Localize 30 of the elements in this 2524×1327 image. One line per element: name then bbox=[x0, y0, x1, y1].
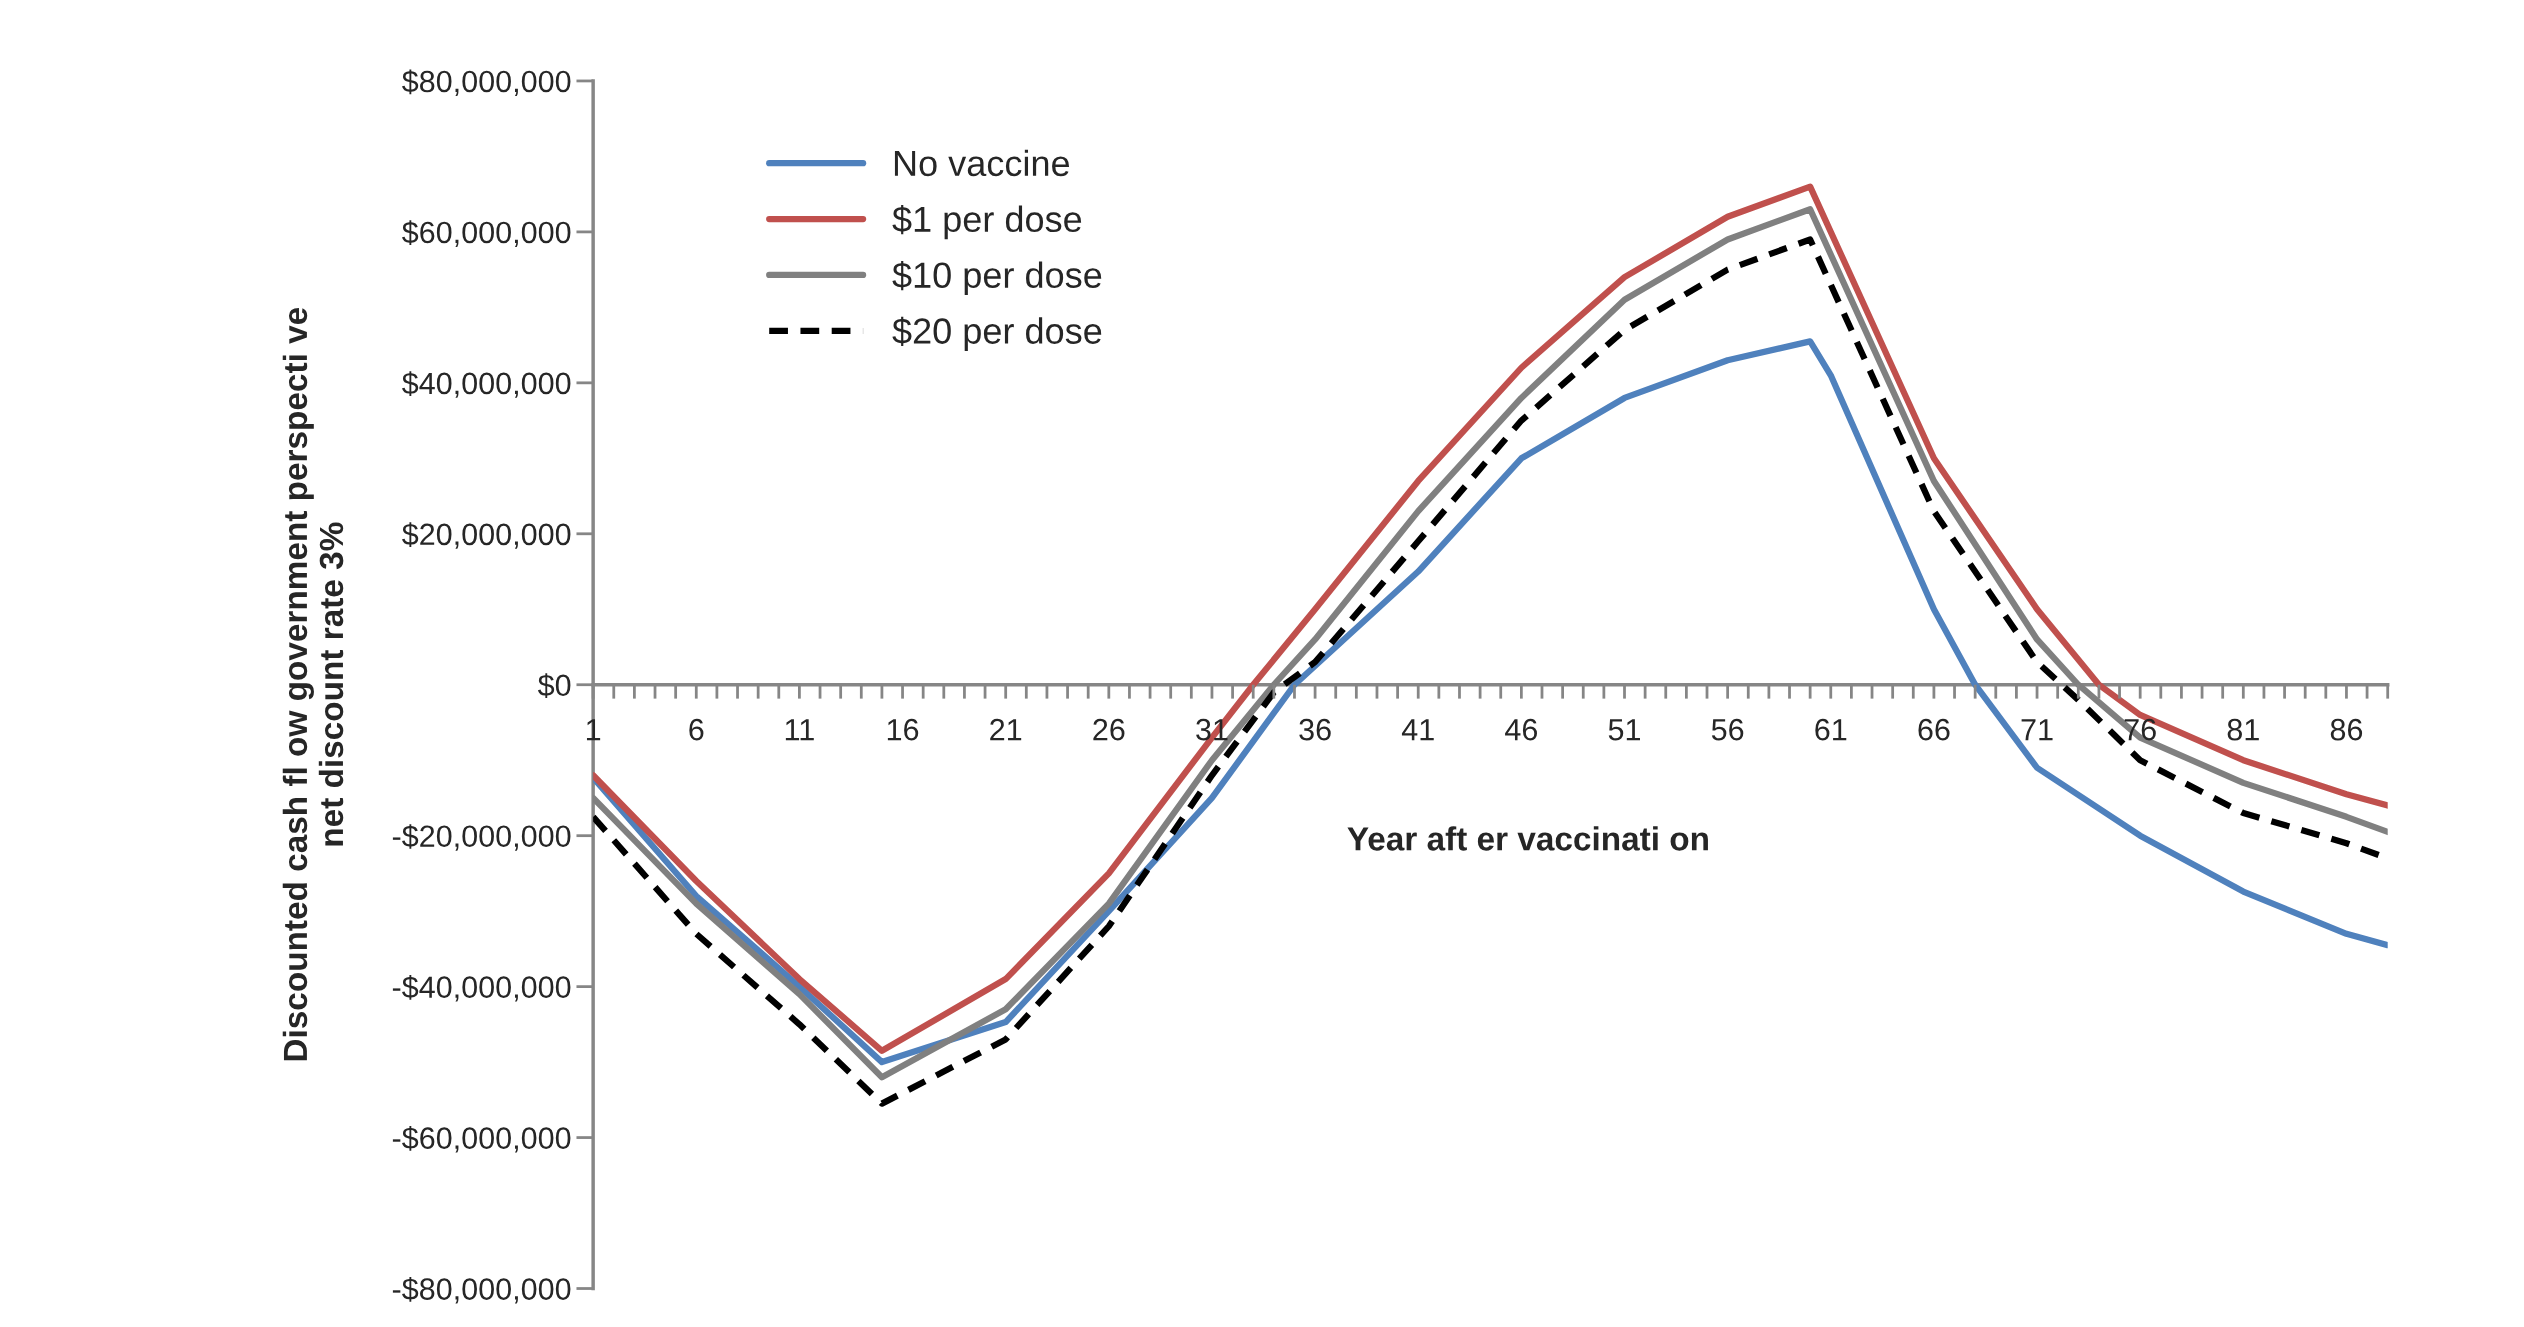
x-tick-label: 46 bbox=[1505, 718, 1538, 741]
x-tick-label: 6 bbox=[689, 718, 704, 741]
x-tick-label: 61 bbox=[1815, 718, 1847, 741]
legend-label: $20 per dose bbox=[892, 316, 1102, 352]
y-tick-label: $40,000,000 bbox=[402, 371, 571, 398]
legend-label: $10 per dose bbox=[892, 260, 1102, 296]
legend-label: $1 per dose bbox=[892, 205, 1082, 240]
x-tick-label: 51 bbox=[1608, 719, 1640, 741]
x-tick-label: 81 bbox=[2227, 718, 2259, 741]
y-tick-label: -$60,000,000 bbox=[392, 1126, 571, 1153]
legend-label: No vaccine bbox=[894, 149, 1070, 177]
x-tick-label: 86 bbox=[2330, 718, 2363, 741]
y-tick-label: -$20,000,000 bbox=[392, 824, 571, 851]
y-tick-label: $0 bbox=[537, 673, 571, 698]
x-tick-label: 16 bbox=[887, 718, 919, 741]
x-tick-label: 41 bbox=[1401, 719, 1434, 741]
x-tick-label: 26 bbox=[1093, 718, 1125, 741]
x-tick-label: 21 bbox=[990, 718, 1022, 741]
x-axis-title: Year aft er vaccinati on bbox=[1347, 826, 1708, 851]
y-tick-label: -$40,000,000 bbox=[392, 975, 571, 1002]
x-tick-label: 66 bbox=[1918, 718, 1950, 741]
x-tick-label: 36 bbox=[1299, 718, 1331, 741]
x-tick-label: 56 bbox=[1711, 718, 1744, 741]
y-axis-title: Discounted cash fl ow government perspecti ve net discount rate 3% bbox=[282, 307, 344, 1061]
y-tick-label: -$80,000,000 bbox=[392, 1276, 571, 1304]
y-tick-label: $60,000,000 bbox=[402, 220, 571, 247]
x-tick-label: 11 bbox=[785, 719, 814, 741]
y-tick-label: $80,000,000 bbox=[402, 69, 571, 96]
y-tick-label: $20,000,000 bbox=[402, 522, 571, 549]
x-tick-label: 71 bbox=[2021, 719, 2053, 741]
